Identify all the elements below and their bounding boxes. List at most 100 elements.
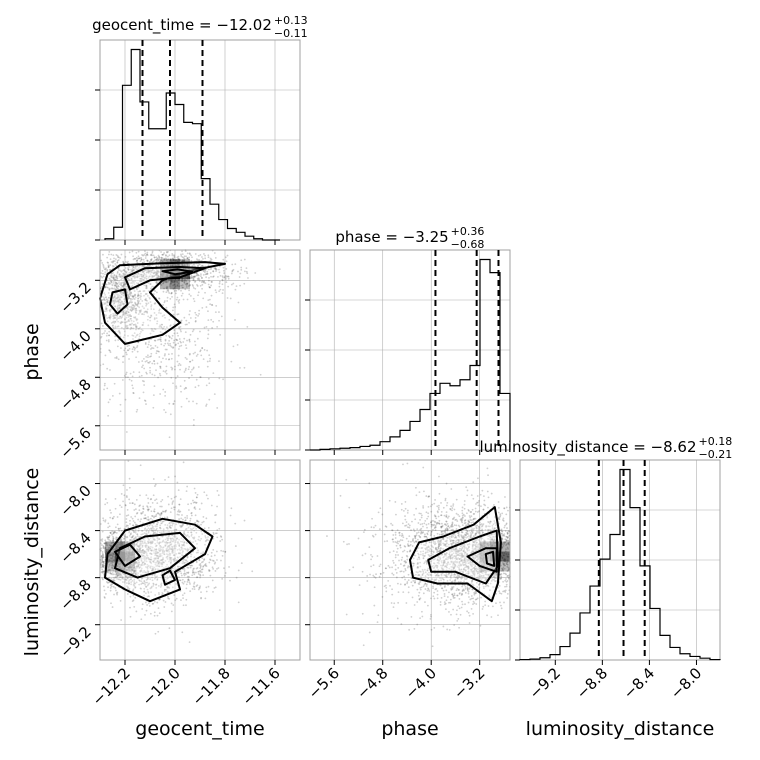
- sample-point: [122, 311, 125, 313]
- sample-point: [208, 398, 211, 401]
- sample-point: [192, 285, 194, 287]
- sample-point: [213, 393, 216, 396]
- sample-point: [107, 296, 110, 299]
- sample-point: [127, 514, 130, 517]
- sample-point: [158, 256, 161, 259]
- sample-point: [205, 325, 208, 328]
- sample-point: [168, 318, 171, 321]
- sample-point: [138, 509, 141, 512]
- sample-point: [135, 512, 138, 515]
- sample-point: [149, 344, 152, 347]
- sample-point: [185, 604, 187, 607]
- sample-point: [124, 274, 127, 277]
- sample-point: [117, 293, 120, 296]
- sample-point: [152, 494, 155, 497]
- sample-point: [143, 313, 145, 316]
- sample-point: [196, 273, 199, 276]
- sample-point: [173, 279, 176, 282]
- sample-point: [153, 362, 156, 365]
- sample-point: [167, 495, 169, 498]
- sample-point: [151, 373, 154, 376]
- sample-point: [206, 365, 209, 368]
- sample-point: [106, 256, 109, 259]
- sample-point: [172, 313, 175, 316]
- sample-point: [126, 314, 129, 317]
- sample-point: [215, 550, 218, 553]
- sample-point: [141, 380, 144, 382]
- sample-point: [147, 282, 150, 284]
- sample-point: [135, 309, 138, 312]
- sample-point: [147, 276, 150, 279]
- sample-point: [124, 376, 127, 379]
- sample-point: [192, 366, 195, 369]
- sample-point: [150, 510, 153, 513]
- sample-point: [185, 387, 188, 390]
- sample-point: [153, 485, 156, 487]
- sample-point: [222, 550, 225, 553]
- sample-point: [204, 563, 207, 565]
- sample-point: [222, 276, 224, 279]
- sample-point: [128, 278, 131, 281]
- sample-point: [193, 582, 195, 585]
- sample-point: [210, 504, 213, 507]
- sample-point: [240, 259, 243, 262]
- sample-point: [147, 290, 150, 292]
- sample-point: [133, 521, 136, 524]
- sample-point: [129, 323, 132, 326]
- sample-point: [247, 277, 249, 279]
- sample-point: [237, 270, 239, 273]
- sample-point: [168, 292, 171, 294]
- sample-point: [193, 573, 196, 576]
- sample-point: [164, 348, 167, 351]
- sample-point: [100, 343, 103, 346]
- sample-point: [132, 391, 135, 394]
- sample-point: [170, 282, 173, 285]
- sample-point: [234, 263, 237, 266]
- sample-point: [101, 269, 104, 272]
- sample-point: [152, 347, 155, 350]
- sample-point: [184, 573, 187, 576]
- sample-point: [192, 286, 195, 289]
- sample-point: [112, 276, 115, 279]
- sample-point: [181, 578, 184, 581]
- sample-point: [197, 570, 200, 573]
- sample-point: [158, 350, 160, 353]
- sample-point: [182, 597, 184, 600]
- sample-point: [166, 255, 169, 258]
- sample-point: [192, 275, 195, 278]
- sample-point: [179, 279, 182, 282]
- sample-point: [180, 253, 182, 256]
- sample-point: [128, 498, 131, 501]
- sample-point: [214, 311, 217, 314]
- sample-point: [120, 275, 123, 278]
- sample-point: [180, 572, 183, 575]
- sample-point: [215, 270, 217, 273]
- sample-point: [234, 522, 237, 525]
- sample-point: [190, 512, 193, 515]
- sample-point: [157, 274, 159, 277]
- sample-point: [106, 387, 109, 390]
- sample-point: [227, 285, 230, 288]
- sample-point: [109, 282, 112, 285]
- sample-point: [172, 347, 174, 349]
- sample-point: [112, 260, 114, 263]
- sample-point: [115, 298, 118, 300]
- sample-point: [107, 526, 110, 529]
- sample-point: [109, 274, 112, 277]
- sample-point: [114, 296, 116, 299]
- sample-point: [123, 283, 126, 286]
- sample-point: [119, 257, 121, 259]
- sample-point: [182, 582, 185, 585]
- sample-point: [142, 507, 144, 510]
- sample-point: [139, 464, 142, 467]
- sample-point: [142, 276, 145, 279]
- sample-point: [218, 360, 220, 363]
- sample-point: [177, 313, 180, 316]
- sample-point: [221, 278, 224, 281]
- sample-point: [158, 372, 161, 375]
- sample-point: [194, 514, 197, 517]
- sample-point: [137, 295, 139, 297]
- sample-point: [178, 362, 181, 365]
- sample-point: [157, 276, 160, 279]
- sample-point: [192, 352, 195, 355]
